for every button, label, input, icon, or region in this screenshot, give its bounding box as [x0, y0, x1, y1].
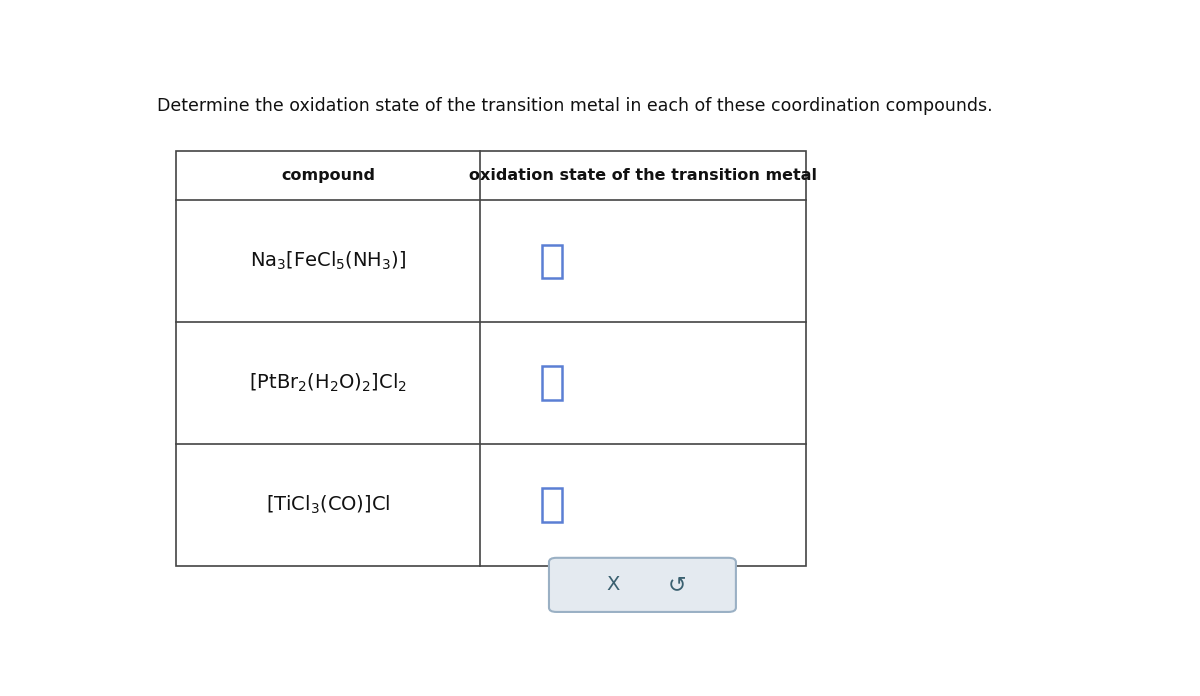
FancyBboxPatch shape: [548, 557, 736, 612]
Text: compound: compound: [281, 168, 376, 183]
Text: Determine the oxidation state of the transition metal in each of these coordinat: Determine the oxidation state of the tra…: [157, 97, 994, 115]
Bar: [541, 489, 562, 521]
Text: Na$_3$[FeCl$_5$(NH$_3$)]: Na$_3$[FeCl$_5$(NH$_3$)]: [250, 250, 406, 272]
Bar: [541, 245, 562, 278]
Text: ↺: ↺: [667, 575, 686, 595]
Text: [TiCl$_3$(CO)]Cl: [TiCl$_3$(CO)]Cl: [266, 493, 390, 516]
Text: [PtBr$_2$(H$_2$O)$_2$]Cl$_2$: [PtBr$_2$(H$_2$O)$_2$]Cl$_2$: [250, 372, 407, 394]
Text: oxidation state of the transition metal: oxidation state of the transition metal: [469, 168, 817, 183]
Bar: [541, 367, 562, 400]
Bar: [176, 150, 805, 566]
Text: X: X: [606, 576, 620, 594]
